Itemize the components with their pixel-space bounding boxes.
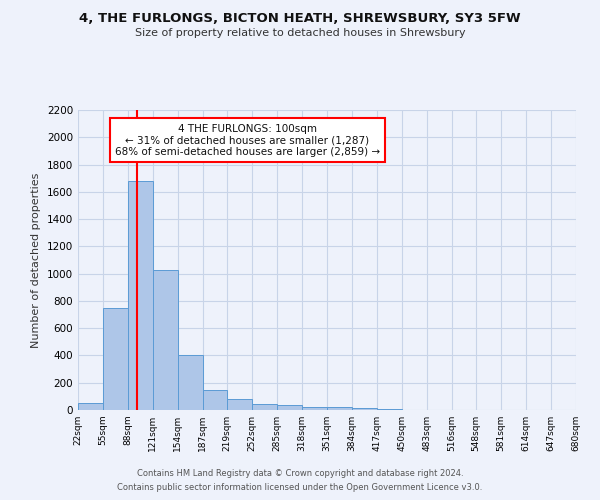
Bar: [327, 408, 352, 410]
Bar: [252, 404, 277, 410]
Text: Size of property relative to detached houses in Shrewsbury: Size of property relative to detached ho…: [134, 28, 466, 38]
Text: 4 THE FURLONGS: 100sqm
← 31% of detached houses are smaller (1,287)
68% of semi-: 4 THE FURLONGS: 100sqm ← 31% of detached…: [115, 124, 380, 156]
Bar: [352, 408, 377, 410]
Bar: [153, 270, 178, 410]
Text: 4, THE FURLONGS, BICTON HEATH, SHREWSBURY, SY3 5FW: 4, THE FURLONGS, BICTON HEATH, SHREWSBUR…: [79, 12, 521, 26]
Bar: [103, 308, 128, 410]
Y-axis label: Number of detached properties: Number of detached properties: [31, 172, 41, 348]
Bar: [277, 405, 302, 410]
Bar: [227, 399, 252, 410]
Bar: [78, 403, 103, 410]
Bar: [203, 390, 227, 410]
Bar: [377, 408, 402, 410]
Bar: [178, 356, 203, 410]
Text: Contains HM Land Registry data © Crown copyright and database right 2024.: Contains HM Land Registry data © Crown c…: [137, 468, 463, 477]
Text: Contains public sector information licensed under the Open Government Licence v3: Contains public sector information licen…: [118, 484, 482, 492]
Bar: [128, 181, 153, 410]
Bar: [302, 406, 327, 410]
